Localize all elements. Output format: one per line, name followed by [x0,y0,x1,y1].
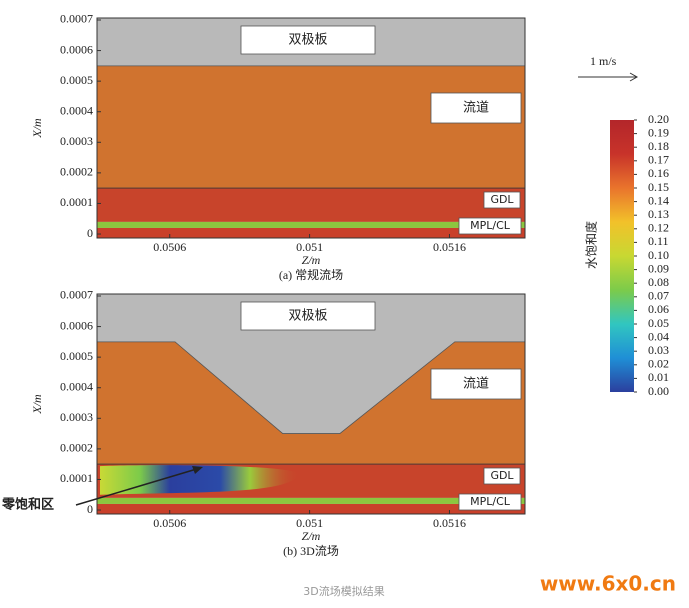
region-label: GDL [490,193,514,206]
region-label: 流道 [463,101,489,116]
region-label: 双极板 [288,33,327,48]
y-tick-label: 0.0002 [60,441,93,455]
layer [97,227,525,238]
annotation-arrow [75,467,201,506]
colorbar-tick-label: 0.14 [648,193,669,207]
colorbar-tick-label: 0.12 [648,221,669,235]
x-tick-label: 0.051 [296,516,323,530]
layer [97,188,525,222]
colorbar-tick-label: 0.00 [648,384,669,398]
region-label: 双极板 [288,309,327,324]
region-label-box [240,25,376,55]
colorbar-tick-label: 0.16 [648,166,669,180]
region-label-box [240,301,376,331]
y-tick-label: 0.0005 [60,349,93,363]
region-label: GDL [490,469,514,482]
y-tick-label: 0.0004 [60,379,93,393]
caption: (b) 3D流场 [283,544,339,558]
channel [96,65,526,189]
x-tick-label: 0.0516 [433,240,466,254]
y-axis-label: X/m [30,118,44,139]
x-axis-label: Z/m [302,529,321,543]
colorbar-tick-label: 0.09 [648,261,669,275]
colorbar-tick-label: 0.13 [648,207,669,221]
annotation-arrow-head [192,466,203,474]
caption: (a) 常规流场 [279,267,343,282]
y-tick-label: 0.0007 [60,288,93,302]
x-tick-label: 0.0506 [153,516,186,530]
axes-frame [96,17,526,239]
plots: 0 0.0001 0.0002 0.0003 0.0004 0.0005 0.0006 0.0… [30,12,526,558]
colorbar-tick-label: 0.05 [648,316,669,330]
y-tick-label: 0.0005 [60,73,93,87]
region-label: 流道 [463,377,489,392]
region-label-box [483,467,521,485]
colorbar-tick-label: 0.11 [648,234,669,248]
annotation: 零饱和区 [1,497,54,513]
y-tick-label: 0.0006 [60,42,93,56]
velocity-arrow-head [629,72,639,82]
colorbar-tick-label: 0.04 [648,329,669,343]
colorbar-tick-label: 0.07 [648,289,669,303]
region-label: MPL/CL [470,495,511,508]
colorbar-tick-label: 0.02 [648,357,669,371]
colorbar-tick-label: 0.10 [648,248,669,262]
colorbar-label: 水饱和度 [584,221,599,269]
y-axis-label: X/m [30,394,44,415]
colorbar-tick-label: 0.20 [648,112,669,126]
region-label-box [430,92,522,124]
y-tick-label: 0.0004 [60,103,93,117]
colorbar [610,120,634,392]
colorbar-tick-label: 0.03 [648,343,669,357]
colorbar-tick-label: 0.15 [648,180,669,194]
watermark: www.6x0.cn [540,572,676,596]
x-axis-label: Z/m [302,253,321,267]
y-tick-label: 0.0003 [60,410,93,424]
axes-frame [96,293,526,515]
x-tick-label: 0.0516 [433,516,466,530]
footer: 3D流场模拟结果 [303,584,384,598]
y-tick-label: 0.0006 [60,318,93,332]
colorbar-tick-label: 0.17 [648,153,669,167]
layer [97,221,525,228]
y-tick-label: 0.0001 [60,471,93,485]
y-tick-label: 0.0007 [60,12,93,26]
region-label-box [458,493,522,511]
layer [97,503,525,514]
y-tick-label: 0.0001 [60,195,93,209]
colorbar-tick-label: 0.19 [648,125,669,139]
y-tick-label: 0 [87,502,93,516]
colorbar-tick-label: 0.18 [648,139,669,153]
region-label: MPL/CL [470,219,511,232]
region-label-box [483,191,521,209]
region-label-box [430,368,522,400]
layer [97,497,525,504]
colorbar-tick-label: 0.01 [648,370,669,384]
y-tick-label: 0.0002 [60,165,93,179]
zero-saturation-zone [100,465,300,495]
region-label-box [458,217,522,235]
x-tick-label: 0.051 [296,240,323,254]
colorbar-tick-label: 0.08 [648,275,669,289]
y-tick-label: 0 [87,226,93,240]
x-tick-label: 0.0506 [153,240,186,254]
velocity-scale: 1 m/s [590,54,617,68]
colorbar-tick-label: 0.06 [648,302,669,316]
y-tick-label: 0.0003 [60,134,93,148]
